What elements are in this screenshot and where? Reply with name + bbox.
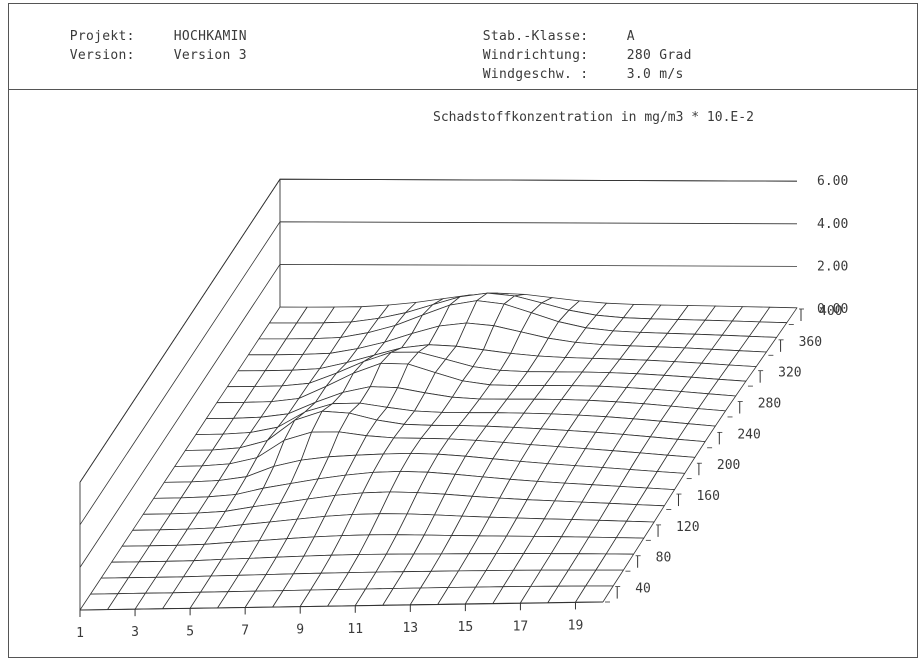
chart-title: Schadstoffkonzentration in mg/m3 * 10.E-…	[433, 110, 754, 125]
wind-direction-value: 280 Grad	[626, 48, 692, 63]
x-axis-line	[79, 601, 604, 611]
y-tick-label: 160	[696, 489, 719, 504]
back-wall-edges	[279, 178, 798, 307]
x-tick-label: 11	[347, 622, 363, 637]
y-tick-label: 120	[676, 520, 699, 535]
project-value: HOCHKAMIN	[173, 29, 247, 44]
x-tick-label: 5	[186, 624, 194, 639]
x-tick-label: 15	[458, 620, 474, 635]
version-row: Version: Version 3	[21, 32, 247, 80]
y-tick-label: 400	[819, 304, 842, 319]
x-tick-label: 9	[296, 623, 304, 638]
x-tick-label: 19	[568, 618, 584, 633]
z-tick-label: 0.00	[817, 302, 848, 317]
y-tick-label: 200	[717, 458, 740, 473]
z-tick-label: 6.00	[817, 174, 848, 189]
x-tick-label: 13	[402, 621, 418, 636]
wind-speed-label: Windgeschw. :	[482, 67, 589, 82]
project-row: Projekt: HOCHKAMIN	[21, 13, 247, 61]
x-tick-label: 3	[131, 625, 139, 640]
wind-direction-row: Windrichtung: 280 Grad	[434, 32, 692, 80]
stab-value: A	[626, 29, 635, 44]
y-tick-label: 320	[778, 366, 801, 381]
axes: 1 3 5 7 9 11 13 15 17 194080120160200240280320360…	[76, 174, 848, 641]
stab-row: Stab.-Klasse: A	[434, 13, 635, 61]
y-tick-label: 80	[656, 551, 672, 566]
project-label: Projekt:	[69, 29, 135, 44]
z-gridline	[79, 178, 798, 483]
z-gridline	[79, 263, 798, 568]
surface-mesh	[79, 292, 798, 611]
version-value: Version 3	[173, 48, 247, 63]
y-tick-label: 40	[635, 582, 651, 597]
version-label: Version:	[69, 48, 135, 63]
plot-frame: Projekt: HOCHKAMIN Version: Version 3 Stab…	[8, 3, 918, 658]
y-tick-label: 360	[799, 335, 822, 350]
x-tick-label: 17	[513, 619, 529, 634]
z-gridline	[79, 221, 798, 526]
wind-speed-value: 3.0 m/s	[626, 67, 684, 82]
z-tick-label: 4.00	[817, 217, 848, 232]
header-panel: Projekt: HOCHKAMIN Version: Version 3 Stab…	[9, 4, 917, 90]
wind-direction-label: Windrichtung:	[482, 48, 589, 63]
stab-label: Stab.-Klasse:	[482, 29, 589, 44]
wind-speed-row: Windgeschw. : 3.0 m/s	[434, 51, 684, 99]
x-tick-label: 1	[76, 626, 84, 641]
z-tick-label: 2.00	[817, 259, 848, 274]
y-tick-label: 240	[737, 427, 760, 442]
y-tick-label: 280	[758, 397, 781, 412]
back-walls	[79, 178, 798, 610]
x-tick-label: 7	[241, 623, 249, 638]
